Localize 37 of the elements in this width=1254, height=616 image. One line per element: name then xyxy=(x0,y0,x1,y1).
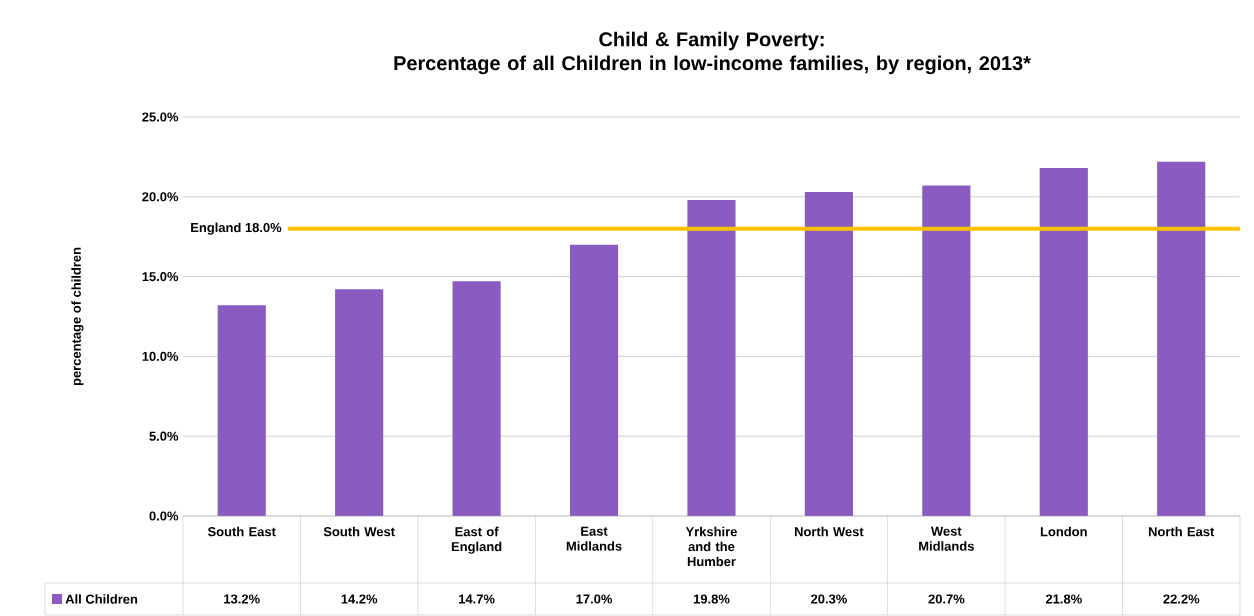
bar xyxy=(1157,161,1206,516)
text: 20.7% xyxy=(928,594,965,604)
bar xyxy=(1039,168,1088,516)
x-tick-label: London xyxy=(1040,526,1087,537)
x-tick-label: North West xyxy=(794,526,864,537)
y-tick-label: 15.0% xyxy=(142,272,179,282)
x-tick-label: Yrkshire and the Humber xyxy=(685,526,737,567)
bar xyxy=(687,199,736,516)
text: 14.2% xyxy=(341,594,378,604)
text: 22.2% xyxy=(1163,594,1200,604)
x-tick-label: South East xyxy=(207,526,276,537)
bar xyxy=(335,289,384,516)
y-axis-title: percentage of children xyxy=(71,247,84,386)
y-tick-label: 5.0% xyxy=(149,431,179,441)
bar xyxy=(452,281,501,516)
y-tick-label: 0.0% xyxy=(149,511,179,521)
bar xyxy=(922,185,971,516)
bar xyxy=(804,192,853,516)
x-tick-label: East of England xyxy=(451,526,502,554)
y-tick-label: 20.0% xyxy=(142,192,179,202)
legend-label: All Children xyxy=(65,594,138,604)
text: 17.0% xyxy=(576,594,613,604)
x-tick-label: North East xyxy=(1148,526,1215,537)
x-tick-label: South West xyxy=(323,526,395,537)
x-tick-label: West Midlands xyxy=(919,526,974,551)
bar xyxy=(569,244,619,516)
bar xyxy=(217,305,266,516)
text: 13.2% xyxy=(224,594,260,604)
text: 21.8% xyxy=(1045,594,1082,604)
text: 14.7% xyxy=(459,594,495,604)
ref-line-label: England 18.0% xyxy=(191,222,282,235)
text: 19.8% xyxy=(693,594,730,604)
text: 20.3% xyxy=(811,594,847,604)
y-tick-label: 10.0% xyxy=(142,351,179,361)
chart-title: Child & Family Poverty: Percentage of all Children in low-income families, by region, 2013* xyxy=(394,31,1031,75)
y-tick-label: 25.0% xyxy=(142,112,179,122)
x-tick-label: East Midlands xyxy=(566,526,622,551)
